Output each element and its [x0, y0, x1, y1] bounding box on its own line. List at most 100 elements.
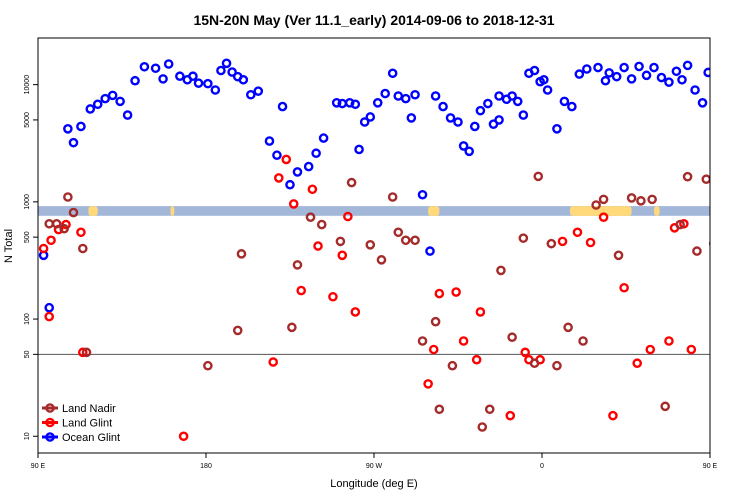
- data-point-ocean-glint: [221, 58, 232, 69]
- data-point-land-nadir: [410, 235, 420, 246]
- data-point-land-nadir: [376, 255, 387, 265]
- data-point-land-glint: [475, 307, 486, 317]
- data-point-ocean-glint: [406, 113, 417, 123]
- data-point-land-glint: [458, 336, 469, 346]
- data-point-land-nadir: [477, 422, 488, 432]
- legend-marker-ocean-glint: [45, 432, 55, 442]
- x-tick-label: 0: [540, 463, 544, 470]
- data-point-land-glint: [686, 344, 697, 355]
- data-point-land-nadir: [63, 192, 73, 202]
- data-point-ocean-glint: [438, 101, 448, 112]
- data-point-land-glint: [729, 331, 736, 338]
- legend-marker-land-glint: [45, 417, 55, 428]
- data-point-land-nadir: [232, 325, 243, 336]
- data-point-land-nadir: [591, 200, 601, 210]
- data-point-ocean-glint: [664, 77, 674, 87]
- data-point-land-glint: [451, 287, 461, 297]
- data-point-land-nadir: [701, 174, 710, 185]
- data-point-ocean-glint: [285, 179, 295, 190]
- data-point-ocean-glint: [150, 63, 161, 74]
- data-point-land-nadir: [430, 316, 441, 327]
- data-point-ocean-glint: [604, 68, 615, 78]
- data-point-land-glint: [632, 358, 643, 369]
- data-point-ocean-glint: [115, 96, 125, 107]
- data-point-land-glint: [645, 344, 656, 355]
- data-point-land-nadir: [81, 347, 92, 358]
- legend-label-land-glint: Land Glint: [62, 418, 112, 430]
- data-point-ocean-glint: [311, 148, 321, 159]
- data-point-land-nadir: [434, 404, 445, 415]
- data-point-land-glint: [296, 285, 307, 296]
- data-point-ocean-glint: [68, 137, 79, 148]
- data-point-land-glint: [572, 227, 583, 238]
- data-point-ocean-glint: [277, 101, 288, 112]
- plot-area: 90 E 180 90 W 0 90 E 10 50 100 500 1000 5000 10000 L…: [24, 37, 750, 470]
- data-point-land-nadir: [708, 240, 710, 247]
- data-point-ocean-glint: [303, 161, 314, 172]
- data-point-ocean-glint: [593, 62, 603, 73]
- data-point-ocean-glint: [567, 101, 577, 112]
- data-point-land-nadir: [533, 171, 544, 182]
- data-point-ocean-glint: [331, 97, 342, 108]
- data-point-ocean-glint: [518, 110, 529, 120]
- data-point-land-nadir: [546, 238, 557, 249]
- data-point-land-nadir: [393, 227, 404, 238]
- land-patch: [654, 206, 660, 216]
- data-point-land-glint: [585, 237, 596, 248]
- land-patch: [88, 206, 98, 216]
- series-land-glint: [38, 154, 736, 442]
- data-point-ocean-glint: [272, 150, 282, 161]
- data-point-land-nadir: [496, 265, 506, 276]
- data-point-ocean-glint: [365, 112, 376, 122]
- data-point-land-glint: [288, 199, 299, 209]
- data-point-ocean-glint: [539, 74, 549, 85]
- data-point-land-nadir: [68, 207, 79, 218]
- data-point-land-nadir: [59, 223, 69, 234]
- legend: Land Nadir Land Glint Ocean Glint: [42, 403, 120, 444]
- data-point-land-nadir: [675, 219, 685, 230]
- x-axis-label: Longitude (deg E): [330, 478, 417, 490]
- data-point-land-nadir: [744, 356, 750, 363]
- data-point-land-nadir: [552, 360, 562, 371]
- data-point-ocean-glint: [264, 136, 275, 146]
- data-point-land-nadir: [563, 322, 573, 333]
- data-point-ocean-glint: [387, 68, 398, 79]
- data-point-ocean-glint: [417, 189, 428, 200]
- data-point-ocean-glint: [641, 70, 652, 81]
- y-tick-label: 500: [24, 231, 31, 243]
- data-point-ocean-glint: [100, 93, 110, 104]
- data-point-land-nadir: [729, 228, 736, 235]
- data-point-land-glint: [46, 235, 56, 246]
- chart-title: 15N-20N May (Ver 11.1_early) 2014-09-06 …: [193, 12, 554, 28]
- data-point-ocean-glint: [697, 97, 708, 108]
- data-point-ocean-glint: [359, 117, 370, 127]
- data-point-ocean-glint: [445, 113, 456, 123]
- data-point-land-glint: [434, 288, 445, 299]
- data-point-land-nadir: [292, 260, 303, 270]
- data-point-land-nadir: [305, 212, 316, 222]
- data-point-land-nadir: [78, 243, 88, 254]
- data-point-ocean-glint: [671, 66, 682, 77]
- plot-inner: [38, 58, 750, 442]
- data-point-land-glint: [343, 211, 353, 222]
- data-point-land-glint: [76, 227, 86, 238]
- data-point-ocean-glint: [582, 64, 592, 74]
- data-point-ocean-glint: [690, 85, 700, 95]
- data-point-land-nadir: [636, 196, 646, 206]
- data-point-land-glint: [268, 357, 279, 367]
- data-point-land-glint: [78, 347, 88, 358]
- x-tick-label: 90 E: [31, 463, 46, 470]
- data-point-land-nadir: [346, 177, 357, 188]
- data-point-land-glint: [619, 282, 629, 293]
- data-point-ocean-glint: [634, 61, 644, 72]
- data-point-land-nadir: [682, 171, 693, 182]
- data-point-ocean-glint: [430, 91, 441, 101]
- data-point-land-nadir: [647, 194, 657, 205]
- data-point-ocean-glint: [227, 67, 237, 77]
- y-tick-label: 100: [24, 313, 31, 325]
- data-point-ocean-glint: [626, 74, 637, 84]
- data-point-ocean-glint: [453, 117, 463, 127]
- data-point-ocean-glint: [425, 246, 435, 256]
- data-point-ocean-glint: [92, 99, 103, 110]
- land-patch: [428, 206, 440, 216]
